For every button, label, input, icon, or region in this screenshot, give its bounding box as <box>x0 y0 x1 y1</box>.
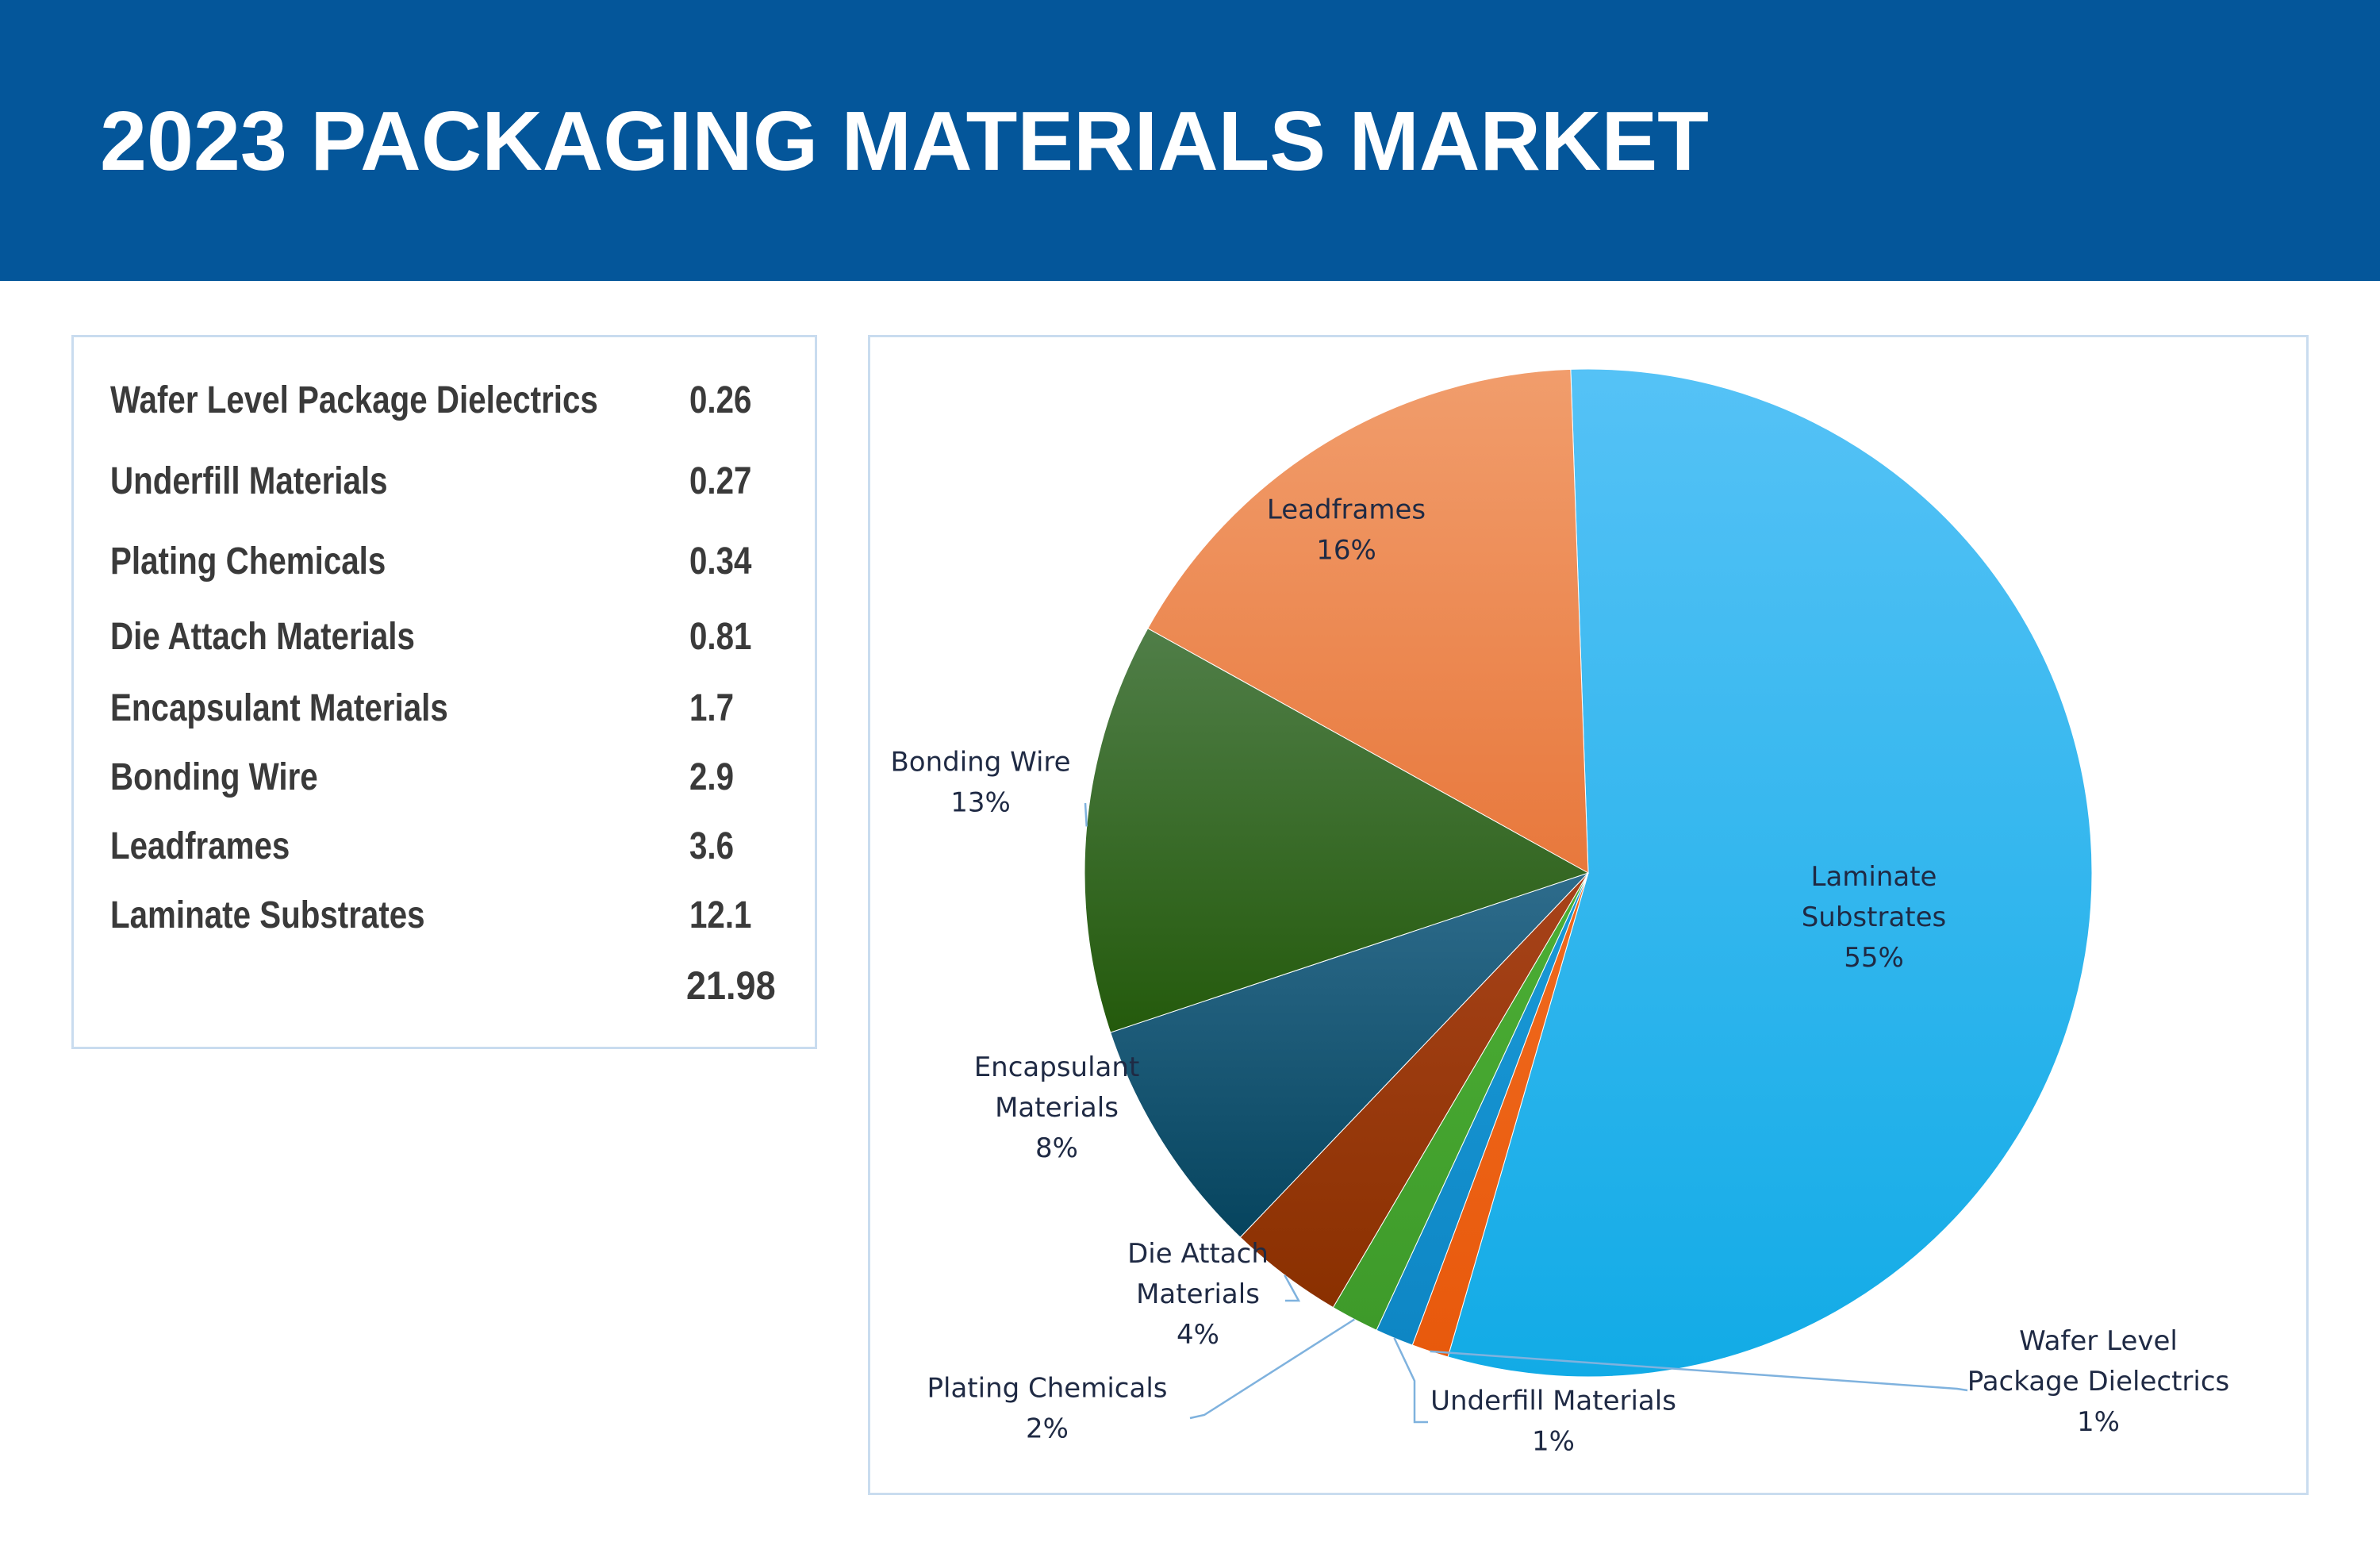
data-label-plating-chemicals: Plating Chemicals 2% <box>927 1373 1168 1445</box>
table-row-label: Bonding Wire <box>110 756 318 798</box>
table-row-label: Laminate Substrates <box>110 894 425 936</box>
data-label-wafer-level-package-dielectrics: Wafer Level Package Dielectrics 1% <box>1967 1325 2230 1438</box>
header-band <box>0 0 2380 281</box>
leader-line-die-attach-materials <box>1284 1274 1301 1302</box>
table-row: Plating Chemicals 0.34 <box>74 530 815 594</box>
leader-line-underfill-materials <box>1393 1337 1428 1424</box>
table-row: Bonding Wire 2.9 <box>74 746 815 809</box>
table-row-value: 0.26 <box>689 379 752 421</box>
table-row-value: 3.6 <box>689 825 735 867</box>
table-row-label: Plating Chemicals <box>110 540 386 582</box>
table-row: Wafer Level Package Dielectrics 0.26 <box>74 369 815 432</box>
leader-line-plating-chemicals <box>1189 1318 1356 1420</box>
table-row-value: 0.27 <box>689 460 752 502</box>
table-row: Laminate Substrates 12.1 <box>74 884 815 948</box>
leader-line-wafer-level-package-dielectrics <box>1430 1350 1968 1392</box>
data-label-die-attach-materials: Die Attach Materials 4% <box>1127 1238 1269 1351</box>
slice-laminate-substrates <box>1447 368 2093 1378</box>
table-row-label: Leadframes <box>110 825 290 867</box>
data-label-leadframes: Leadframes 16% <box>1267 494 1426 567</box>
table-row-value: 1.7 <box>689 687 735 729</box>
table-row: Leadframes 3.6 <box>74 815 815 878</box>
data-label-underfill-materials: Underfill Materials 1% <box>1430 1386 1676 1458</box>
leader-line-bonding-wire <box>1084 802 1088 827</box>
table-row: Underfill Materials 0.27 <box>74 450 815 513</box>
page-title: 2023 PACKAGING MATERIALS MARKET <box>100 94 1709 188</box>
pie-chart: Laminate Substrates 55% Wafer Level Package … <box>890 368 2230 1458</box>
table-row-label: Encapsulant Materials <box>110 687 448 729</box>
data-label-laminate-substrates: Laminate Substrates 55% <box>1802 861 1947 974</box>
table-row-value: 0.81 <box>689 616 752 658</box>
slice-encapsulant-materials <box>1110 872 1589 1238</box>
data-label-bonding-wire: Bonding Wire 13% <box>890 747 1070 819</box>
table-row-label: Die Attach Materials <box>110 616 415 658</box>
table-row-label: Wafer Level Package Dielectrics <box>110 379 598 421</box>
market-size-table: Wafer Level Package Dielectrics 0.26 Under… <box>71 335 817 1049</box>
data-label-encapsulant-materials: Encapsulant Materials 8% <box>974 1051 1140 1164</box>
table-row-value: 2.9 <box>689 756 735 798</box>
table-total-row: 21.98 <box>74 954 815 1017</box>
table-total-value: 21.98 <box>686 963 776 1008</box>
table-row-label: Underfill Materials <box>110 460 388 502</box>
table-row: Die Attach Materials 0.81 <box>74 606 815 669</box>
table-row-value: 12.1 <box>689 894 752 936</box>
table-row: Encapsulant Materials 1.7 <box>74 677 815 740</box>
slice-leadframes <box>1147 368 1589 874</box>
pie-chart-panel: Laminate Substrates 55% Wafer Level Package … <box>868 335 2309 1495</box>
table-row-value: 0.34 <box>689 540 752 582</box>
